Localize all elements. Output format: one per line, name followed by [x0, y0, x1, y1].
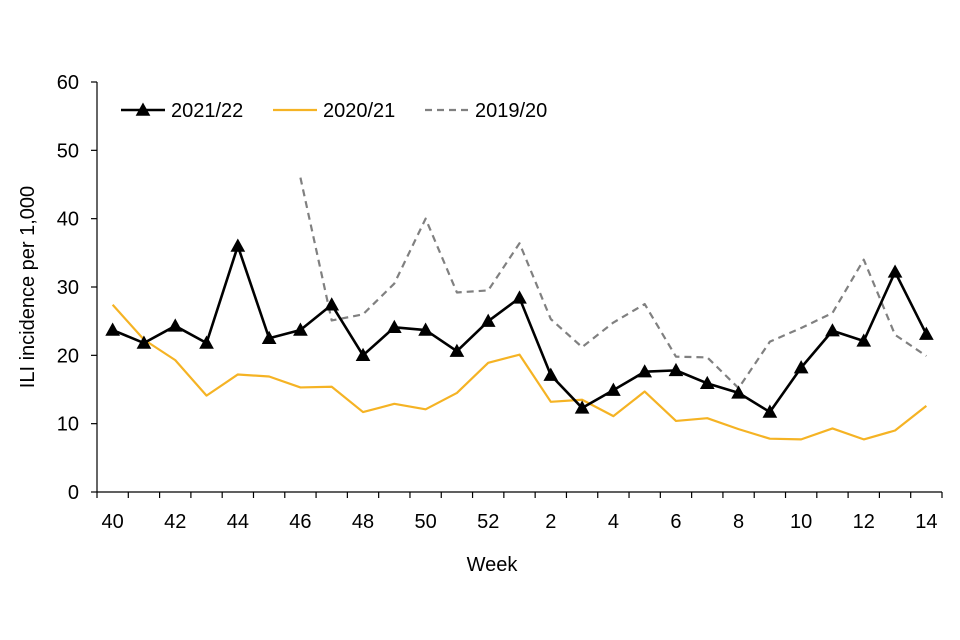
data-point-2021-22	[480, 313, 496, 327]
x-tick-label: 40	[102, 511, 124, 533]
data-point-2021-22	[825, 323, 840, 337]
data-point-2021-22	[762, 404, 778, 418]
x-tick-label: 52	[477, 511, 499, 533]
data-point-2021-22	[606, 382, 621, 396]
legend-marker-2021-22	[135, 102, 151, 116]
data-point-2021-22	[543, 367, 559, 381]
x-axis-title: Week	[467, 554, 519, 576]
x-tick-label: 42	[164, 511, 186, 533]
data-point-2021-22	[668, 362, 684, 377]
series-line-2021-22	[112, 244, 928, 414]
y-tick-label: 20	[57, 345, 79, 367]
data-point-2021-22	[136, 335, 152, 349]
series-line-2019-20	[299, 177, 927, 390]
x-tick-label: 4	[608, 511, 619, 533]
data-point-2021-22	[919, 326, 934, 340]
legend-label-2021-22: 2021/22	[171, 100, 243, 122]
data-point-2021-22	[856, 333, 872, 347]
y-tick-label: 0	[68, 482, 79, 504]
data-point-2021-22	[637, 364, 653, 378]
data-point-2021-22	[449, 343, 465, 357]
data-point-2021-22	[793, 360, 809, 374]
legend-label-2020-21: 2020/21	[323, 100, 395, 122]
data-point-2021-22	[261, 330, 277, 344]
data-point-2021-22	[574, 400, 590, 414]
y-tick-label: 50	[57, 140, 79, 162]
x-tick-label: 50	[414, 511, 436, 533]
series-line-2020-21	[111, 304, 928, 441]
y-tick-label: 40	[57, 209, 79, 231]
data-point-2021-22	[230, 238, 246, 252]
data-point-2021-22	[199, 335, 214, 349]
data-point-2021-22	[324, 297, 340, 311]
x-tick-label: 46	[289, 511, 311, 533]
data-point-2021-22	[512, 290, 527, 304]
data-point-2021-22	[167, 318, 183, 332]
data-point-2021-22	[386, 319, 402, 334]
x-tick-label: 44	[227, 511, 249, 533]
data-point-2021-22	[355, 347, 371, 362]
y-tick-label: 10	[57, 414, 79, 436]
y-tick-label: 60	[57, 72, 79, 94]
data-point-2021-22	[699, 375, 715, 390]
x-tick-label: 14	[915, 511, 937, 533]
x-tick-label: 12	[853, 511, 875, 533]
data-point-2021-22	[731, 385, 746, 399]
x-tick-label: 2	[545, 511, 556, 533]
y-axis-title: ILI incidence per 1,000	[17, 186, 39, 388]
x-tick-label: 48	[352, 511, 374, 533]
x-tick-label: 10	[790, 511, 812, 533]
series	[105, 177, 934, 441]
legend: 2021/22 2020/21 2019/20	[121, 100, 547, 122]
y-tick-label: 30	[57, 277, 79, 299]
legend-label-2019-20: 2019/20	[475, 100, 547, 122]
x-tick-label: 8	[733, 511, 744, 533]
data-point-2021-22	[293, 322, 308, 336]
data-point-2021-22	[418, 322, 433, 336]
data-point-2021-22	[887, 264, 903, 278]
x-tick-label: 6	[670, 511, 681, 533]
data-point-2021-22	[105, 322, 120, 336]
